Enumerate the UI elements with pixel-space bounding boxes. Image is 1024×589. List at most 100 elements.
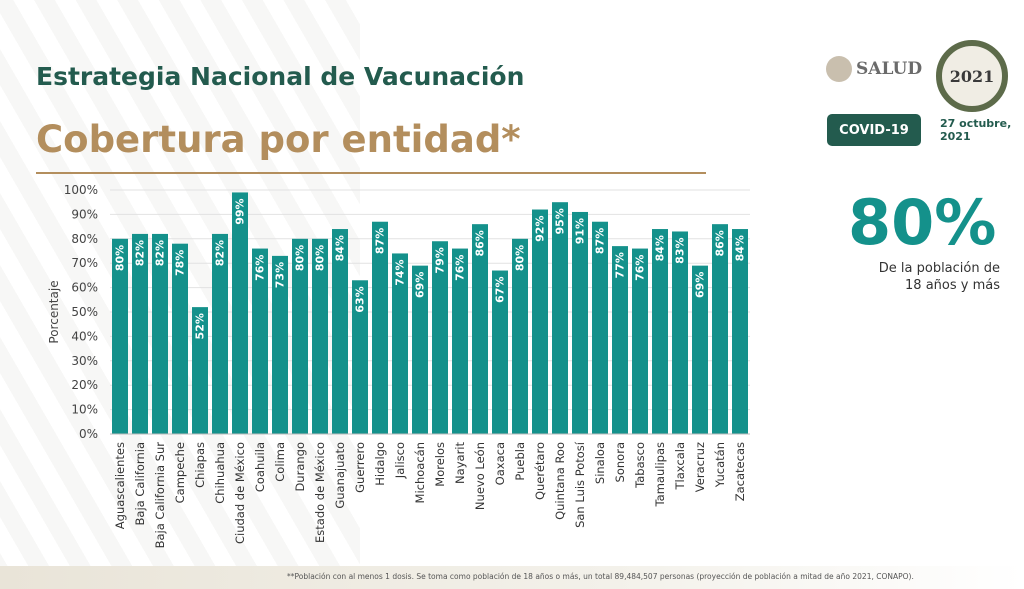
data-label: 76% <box>634 255 647 281</box>
bar <box>292 238 308 434</box>
y-tick-label: 70% <box>71 256 98 270</box>
bar <box>232 192 248 434</box>
bar <box>652 229 668 434</box>
page-subtitle: Cobertura por entidad* <box>36 118 521 161</box>
data-label: 69% <box>414 272 427 298</box>
x-tick-label: Estado de México <box>313 442 327 543</box>
x-tick-label: Jalisco <box>393 442 407 479</box>
bar <box>372 221 388 434</box>
data-label: 82% <box>134 240 147 266</box>
x-tick-label: Zacatecas <box>733 442 747 501</box>
data-label: 91% <box>574 218 587 244</box>
data-label: 52% <box>194 313 207 339</box>
y-tick-label: 100% <box>64 183 98 197</box>
data-label: 86% <box>714 230 727 256</box>
x-tick-label: Durango <box>293 442 307 492</box>
divider <box>36 172 706 174</box>
data-label: 86% <box>474 230 487 256</box>
y-tick-label: 60% <box>71 281 98 295</box>
x-tick-label: Sonora <box>613 442 627 482</box>
covid-badge: COVID-19 <box>827 114 921 146</box>
x-tick-label: Sinaloa <box>593 442 607 484</box>
x-tick-label: Puebla <box>513 442 527 481</box>
bar <box>632 248 648 434</box>
data-label: 83% <box>674 237 687 263</box>
bar <box>712 224 728 434</box>
bar <box>552 202 568 434</box>
x-tick-label: Guanajuato <box>333 442 347 509</box>
highlight-caption: De la población de 18 años y más <box>878 261 1000 293</box>
x-tick-label: Tlaxcala <box>673 442 687 490</box>
bar <box>212 233 228 434</box>
bar <box>452 248 468 434</box>
x-tick-label: Guerrero <box>353 442 367 493</box>
data-label: 76% <box>254 255 267 281</box>
bar <box>692 265 708 434</box>
date-label: 27 octubre, 2021 <box>940 117 1012 143</box>
data-label: 74% <box>394 259 407 285</box>
y-tick-label: 20% <box>71 378 98 392</box>
bar <box>532 209 548 434</box>
page-title: Estrategia Nacional de Vacunación <box>36 62 525 91</box>
data-label: 80% <box>314 245 327 271</box>
x-tick-label: Baja California Sur <box>153 442 167 549</box>
data-label: 82% <box>154 240 167 266</box>
x-tick-label: Aguascalientes <box>113 442 127 529</box>
data-label: 73% <box>274 262 287 288</box>
x-tick-label: Colima <box>273 442 287 482</box>
x-tick-label: Yucatán <box>713 442 727 488</box>
y-tick-label: 40% <box>71 329 98 343</box>
x-tick-label: Baja California <box>133 442 147 525</box>
mexico-2021-logo: 2021 <box>936 40 1008 112</box>
footer-bar: **Población con al menos 1 dosis. Se tom… <box>0 566 1024 589</box>
seal-icon <box>826 56 852 82</box>
bar <box>112 238 128 434</box>
x-tick-label: Ciudad de México <box>233 442 247 544</box>
data-label: 87% <box>374 228 387 254</box>
bar <box>172 243 188 434</box>
x-tick-label: Morelos <box>433 442 447 487</box>
x-tick-label: Oaxaca <box>493 442 507 485</box>
x-tick-label: Nayarit <box>453 442 467 484</box>
data-label: 84% <box>654 235 667 261</box>
x-tick-label: Campeche <box>173 442 187 503</box>
data-label: 79% <box>434 247 447 273</box>
bar <box>472 224 488 434</box>
y-tick-label: 50% <box>71 305 98 319</box>
data-label: 92% <box>534 216 547 242</box>
bar <box>672 231 688 434</box>
bar <box>492 270 508 434</box>
x-tick-label: Tabasco <box>633 442 647 489</box>
data-label: 82% <box>214 240 227 266</box>
bar <box>612 246 628 434</box>
y-tick-label: 30% <box>71 354 98 368</box>
data-label: 84% <box>734 235 747 261</box>
x-tick-label: Chiapas <box>193 442 207 488</box>
data-label: 95% <box>554 208 567 234</box>
data-label: 63% <box>354 286 367 312</box>
bar <box>252 248 268 434</box>
bar <box>332 229 348 434</box>
x-tick-label: Veracruz <box>693 442 707 492</box>
bar <box>592 221 608 434</box>
data-label: 76% <box>454 255 467 281</box>
data-label: 84% <box>334 235 347 261</box>
x-tick-label: Coahuila <box>253 442 267 492</box>
x-tick-label: Hidalgo <box>373 442 387 486</box>
salud-logo-text: SALUD <box>856 59 923 79</box>
y-tick-label: 90% <box>71 207 98 221</box>
data-label: 99% <box>234 198 247 224</box>
y-tick-label: 80% <box>71 232 98 246</box>
footnote: **Población con al menos 1 dosis. Se tom… <box>287 572 914 581</box>
bar <box>312 238 328 434</box>
bar <box>512 238 528 434</box>
data-label: 67% <box>494 277 507 303</box>
x-tick-label: San Luis Potosí <box>573 441 587 528</box>
x-tick-label: Chihuahua <box>213 442 227 504</box>
x-tick-label: Nuevo León <box>473 442 487 510</box>
x-tick-label: Michoacán <box>413 442 427 503</box>
salud-logo: SALUD <box>826 56 922 82</box>
bar <box>432 241 448 434</box>
highlight-value: 80% <box>848 186 997 259</box>
